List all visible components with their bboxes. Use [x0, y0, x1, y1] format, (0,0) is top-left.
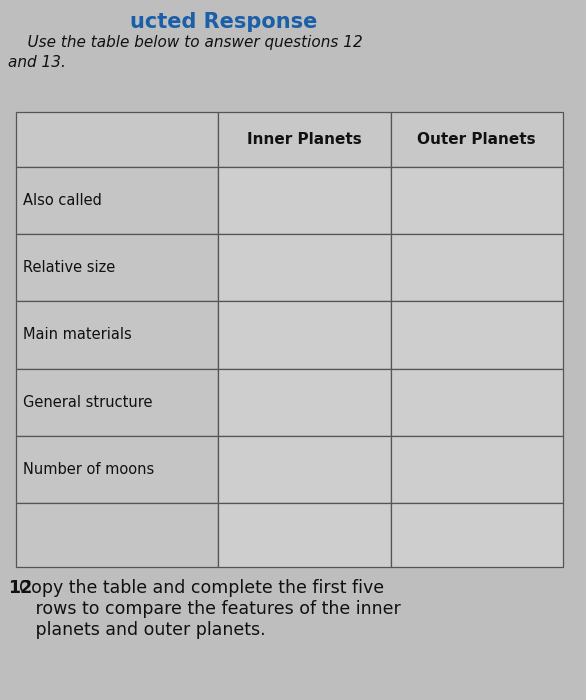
Bar	[219, 234, 390, 301]
Text: Relative size: Relative size	[23, 260, 115, 275]
Bar	[390, 436, 563, 503]
Text: General structure: General structure	[23, 395, 153, 409]
Bar	[219, 301, 390, 369]
Text: Also called: Also called	[23, 193, 103, 208]
Bar	[390, 234, 563, 301]
Text: Main materials: Main materials	[23, 328, 132, 342]
Bar	[16, 369, 219, 436]
Bar	[219, 369, 390, 436]
Text: Outer Planets: Outer Planets	[417, 132, 536, 147]
Text: Copy the table and complete the first five
     rows to compare the features of : Copy the table and complete the first fi…	[8, 579, 401, 638]
Bar	[390, 112, 563, 167]
Bar	[219, 436, 390, 503]
Text: and 13.: and 13.	[8, 55, 66, 70]
Bar	[390, 301, 563, 369]
Bar	[16, 167, 219, 234]
Text: Use the table below to answer questions 12: Use the table below to answer questions …	[8, 35, 363, 50]
Text: 12: 12	[8, 579, 32, 597]
Text: Number of moons: Number of moons	[23, 462, 155, 477]
Text: Inner Planets: Inner Planets	[247, 132, 362, 147]
Text: ucted Response: ucted Response	[130, 12, 318, 32]
Bar	[16, 112, 219, 167]
Bar	[16, 503, 219, 567]
Bar	[16, 301, 219, 369]
Bar	[219, 167, 390, 234]
Bar	[390, 503, 563, 567]
Bar	[390, 369, 563, 436]
Bar	[219, 112, 390, 167]
Bar	[219, 503, 390, 567]
Bar	[390, 167, 563, 234]
Bar	[16, 234, 219, 301]
Bar	[16, 436, 219, 503]
